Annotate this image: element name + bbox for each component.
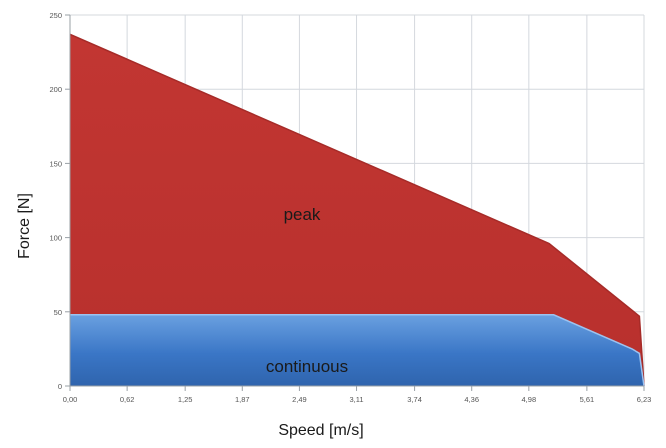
axes: 0 50 100 150 200 250 0,00 0,62 1,25 1,87 2,49 3,11 3… — [49, 11, 651, 404]
area-continuous-edge — [70, 314, 645, 387]
labels: peak continuous Speed [m/s] Force [N] — [16, 193, 364, 439]
x-tick-label: 4,36 — [464, 395, 479, 404]
y-tick-label: 50 — [54, 308, 62, 317]
series-label-continuous: continuous — [266, 357, 348, 376]
x-tick-label: 4,98 — [522, 395, 537, 404]
series-label-peak: peak — [284, 205, 321, 224]
area-layer — [69, 33, 645, 387]
x-tick-label: 1,25 — [178, 395, 193, 404]
x-tick-label: 0,00 — [63, 395, 78, 404]
x-tick-label: 3,11 — [350, 395, 364, 404]
area-peak-edge — [69, 33, 645, 387]
x-tick-label: 3,74 — [407, 395, 422, 404]
y-tick-label: 250 — [49, 11, 62, 20]
x-tick-label: 6,23 — [637, 395, 652, 404]
x-tick-label: 0,62 — [120, 395, 135, 404]
area-continuous — [70, 314, 644, 386]
area-peak — [70, 34, 644, 387]
y-axis-title: Force [N] — [16, 193, 33, 259]
y-tick-label: 150 — [49, 159, 62, 168]
x-tick-label: 5,61 — [580, 395, 595, 404]
y-tick-label: 200 — [49, 85, 62, 94]
x-axis-title: Speed [m/s] — [278, 422, 363, 439]
y-tick-label: 0 — [58, 382, 62, 391]
x-tick-label: 2,49 — [292, 395, 307, 404]
x-tick-label: 1,87 — [235, 395, 250, 404]
y-tick-label: 100 — [49, 234, 62, 243]
